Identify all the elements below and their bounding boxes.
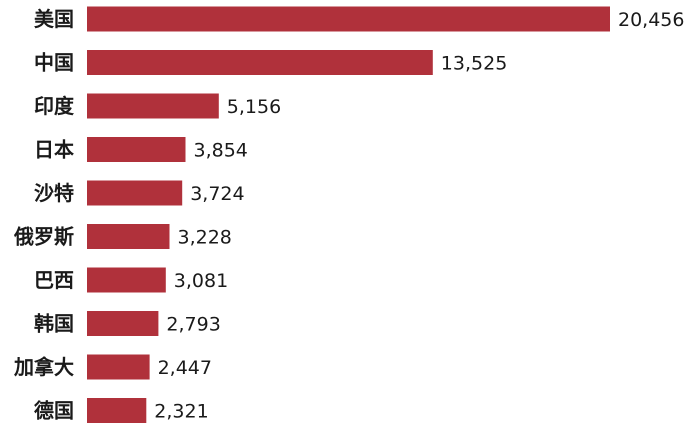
bar [87,50,433,75]
bar [87,267,166,293]
value-labels: 20,456 13,525 5,156 3,854 3,724 3,228 3,081 2,7… [154,9,684,423]
category-label: 韩国 [34,312,74,336]
value-label: 3,854 [194,140,248,162]
value-label: 2,793 [166,314,220,336]
bar [87,6,610,32]
category-label: 印度 [34,94,75,118]
value-label: 3,228 [178,227,232,249]
category-label: 德国 [34,399,74,423]
category-label: 巴西 [34,268,74,292]
value-label: 3,081 [174,270,228,292]
bar [87,224,170,249]
value-label: 5,156 [227,96,281,118]
value-label: 3,724 [190,183,244,205]
category-label: 沙特 [34,181,74,205]
value-label: 2,321 [154,401,208,423]
category-label: 日本 [34,138,74,162]
bar [87,93,219,119]
value-label: 13,525 [441,53,507,75]
value-label: 2,447 [158,357,212,379]
bar [87,398,147,423]
bar [87,180,183,206]
category-label: 美国 [34,7,74,31]
value-label: 20,456 [618,9,684,31]
category-label: 加拿大 [13,355,74,379]
bars-layer [87,6,610,423]
category-label: 中国 [34,51,74,75]
category-label: 俄罗斯 [13,225,74,249]
bar [87,354,150,380]
bar [87,137,186,162]
bar [87,311,159,336]
